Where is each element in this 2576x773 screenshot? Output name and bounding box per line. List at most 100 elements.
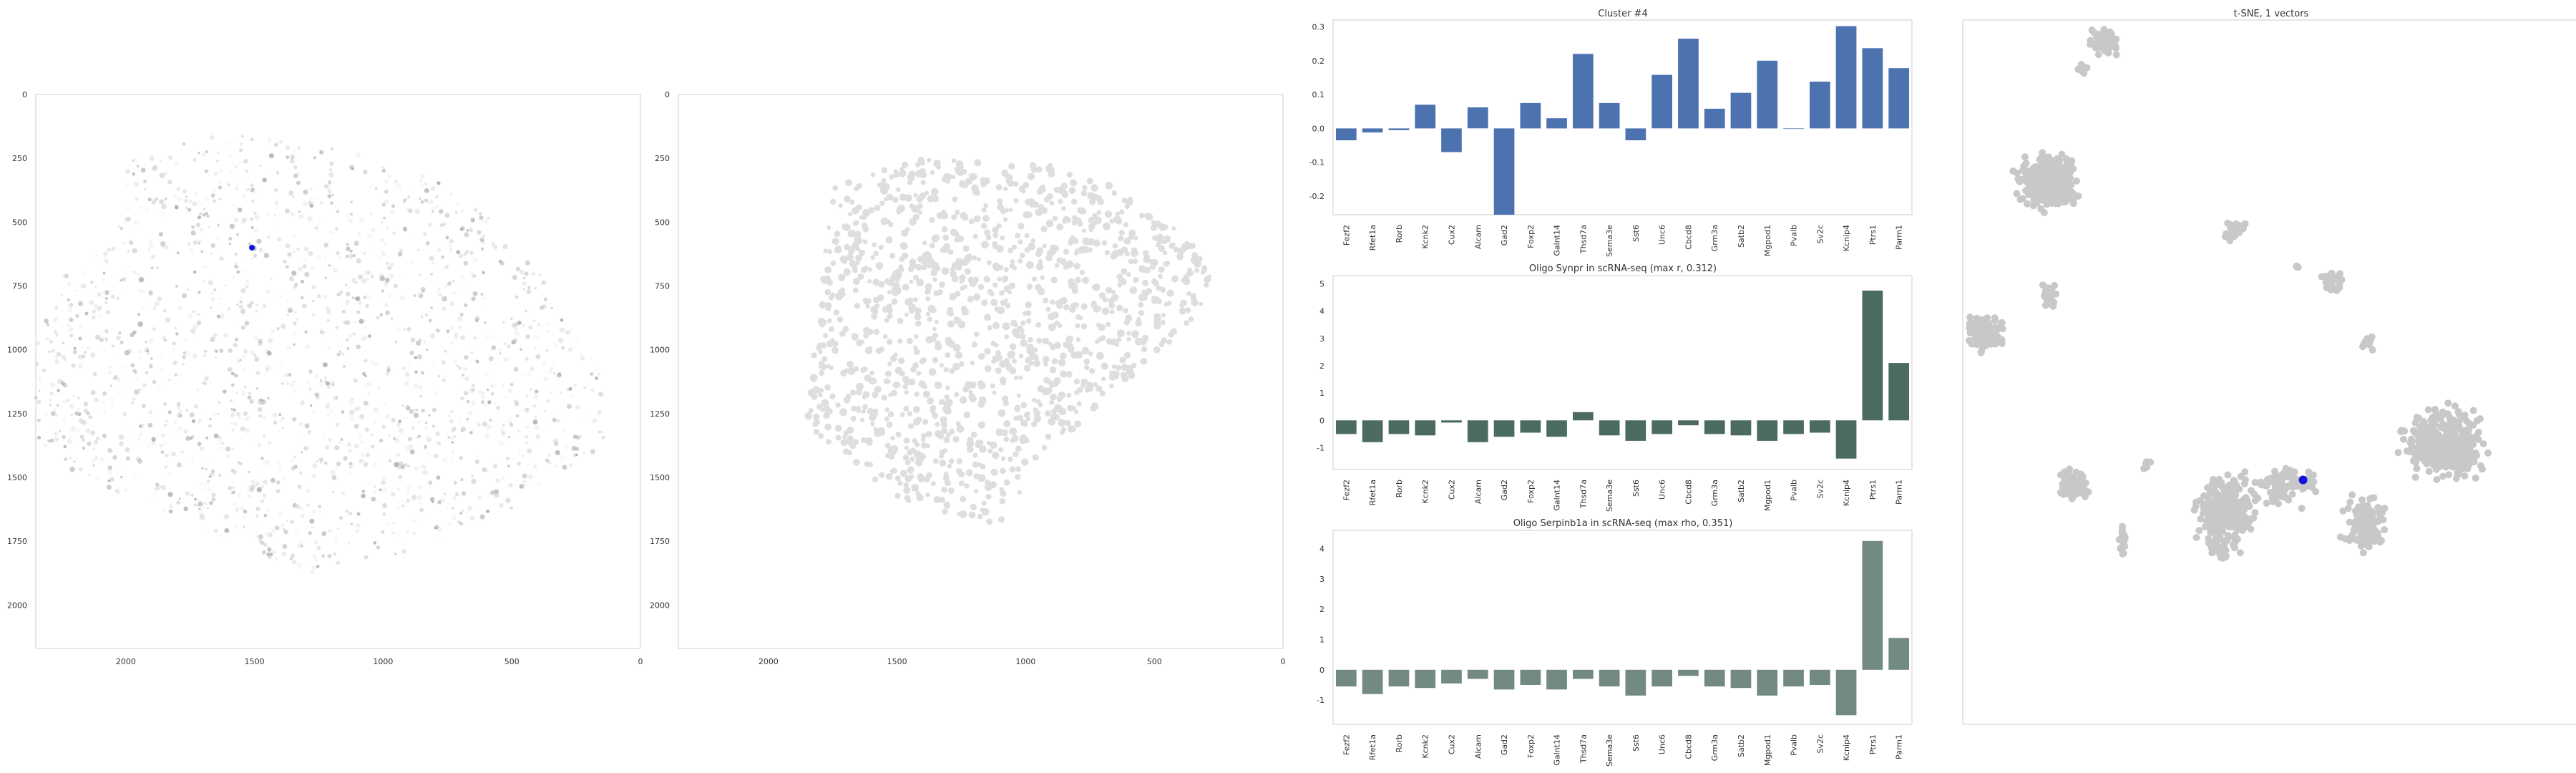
cell-point	[105, 291, 108, 293]
cell-point	[77, 407, 81, 412]
cell-point	[404, 416, 408, 420]
cell-point	[349, 249, 353, 253]
cell-point	[424, 447, 426, 450]
cell-point	[1109, 309, 1115, 315]
cell-point	[93, 303, 98, 308]
cell-point	[856, 183, 862, 189]
cell-point	[1124, 203, 1130, 210]
cell-point	[920, 180, 926, 185]
cell-point	[177, 306, 182, 311]
tsne-point	[2358, 504, 2366, 512]
cell-point	[394, 462, 399, 467]
cell-point	[843, 397, 851, 404]
cell-point	[73, 346, 77, 350]
chart-title: Oligo Serpinb1a in scRNA-seq (max rho, 0…	[1513, 518, 1733, 529]
cell-point	[502, 321, 505, 324]
cell-point	[350, 220, 353, 223]
cell-point	[38, 389, 41, 392]
cell-point	[1042, 356, 1050, 363]
cell-point	[1099, 390, 1106, 397]
cell-point	[156, 387, 161, 392]
cell-point	[242, 217, 247, 223]
cell-point	[103, 410, 106, 413]
cell-point	[158, 232, 163, 237]
cell-point	[917, 157, 925, 164]
cell-point	[305, 344, 310, 349]
cell-point	[225, 446, 230, 452]
cell-point	[243, 268, 248, 273]
cell-point	[405, 407, 408, 409]
cell-point	[939, 449, 946, 456]
cell-point	[164, 197, 167, 201]
cell-point	[265, 460, 271, 466]
cell-point	[49, 339, 53, 344]
cell-point	[209, 381, 213, 384]
cell-point	[1007, 290, 1012, 295]
cell-point	[525, 407, 530, 412]
cell-point	[336, 251, 340, 256]
cell-point	[162, 336, 166, 341]
cell-point	[1063, 341, 1070, 349]
tsne-point	[2346, 498, 2354, 506]
bar	[1704, 108, 1725, 129]
cell-point	[461, 429, 464, 432]
cell-point	[233, 218, 239, 223]
cell-point	[428, 199, 434, 205]
cell-point	[308, 369, 313, 374]
cell-point	[489, 419, 492, 422]
bar	[1573, 412, 1594, 421]
cell-point	[263, 542, 268, 547]
cell-point	[939, 281, 945, 288]
cell-point	[940, 497, 945, 502]
cell-point	[445, 235, 449, 240]
cell-point	[115, 489, 121, 495]
x-tick-label: Sst6	[1631, 225, 1641, 242]
cell-point	[886, 193, 894, 201]
cell-point	[904, 194, 912, 202]
cell-point	[890, 355, 897, 362]
cell-point	[197, 321, 202, 326]
cell-point	[992, 452, 1000, 460]
cell-point	[1102, 222, 1111, 230]
cell-point	[933, 160, 941, 167]
x-tick-label: Kcnip4	[1842, 480, 1851, 506]
cell-point	[945, 352, 951, 359]
cell-point	[137, 321, 143, 327]
cell-point	[82, 447, 85, 449]
cell-point	[1171, 226, 1176, 231]
cell-point	[194, 497, 197, 501]
cell-point	[60, 384, 63, 388]
cell-point	[326, 413, 330, 416]
cell-point	[1005, 363, 1013, 370]
cell-point	[532, 419, 538, 425]
cell-point	[381, 424, 386, 429]
cell-point	[398, 466, 401, 470]
cell-point	[847, 367, 856, 375]
cell-point	[935, 422, 940, 427]
tsne-point	[2030, 183, 2038, 190]
cell-point	[298, 543, 303, 547]
cell-point	[862, 297, 869, 304]
cell-point	[253, 190, 257, 195]
cell-point	[829, 338, 835, 344]
cell-point	[150, 440, 156, 447]
cell-point	[887, 339, 893, 345]
cell-point	[562, 429, 566, 433]
cell-point	[424, 188, 429, 193]
cell-point	[398, 419, 402, 424]
cell-point	[192, 271, 197, 274]
x-tick-label: Fezf2	[1342, 734, 1351, 755]
cell-point	[263, 253, 269, 258]
cell-point	[828, 295, 834, 301]
cell-point	[396, 487, 401, 491]
cell-point	[854, 303, 861, 309]
cell-point	[1116, 273, 1123, 280]
cell-point	[1094, 216, 1102, 224]
cell-point	[809, 374, 818, 382]
cell-point	[1028, 360, 1034, 366]
tsne-point	[2094, 51, 2102, 59]
cell-point	[243, 411, 248, 416]
cell-point	[522, 409, 525, 412]
cell-point	[1153, 346, 1161, 354]
cell-point	[482, 307, 486, 311]
